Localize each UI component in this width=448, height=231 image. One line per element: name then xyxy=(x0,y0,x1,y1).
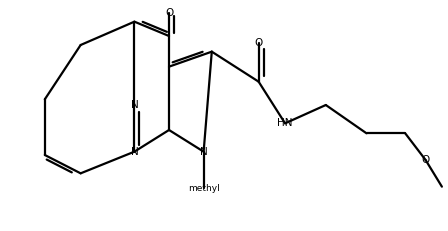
Text: methyl: methyl xyxy=(188,184,220,193)
Text: O: O xyxy=(422,155,430,165)
Text: N: N xyxy=(130,147,138,157)
Text: HN: HN xyxy=(277,118,293,128)
Text: O: O xyxy=(165,8,173,18)
Text: N: N xyxy=(200,147,207,157)
Text: O: O xyxy=(254,38,263,48)
Text: N: N xyxy=(130,100,138,110)
